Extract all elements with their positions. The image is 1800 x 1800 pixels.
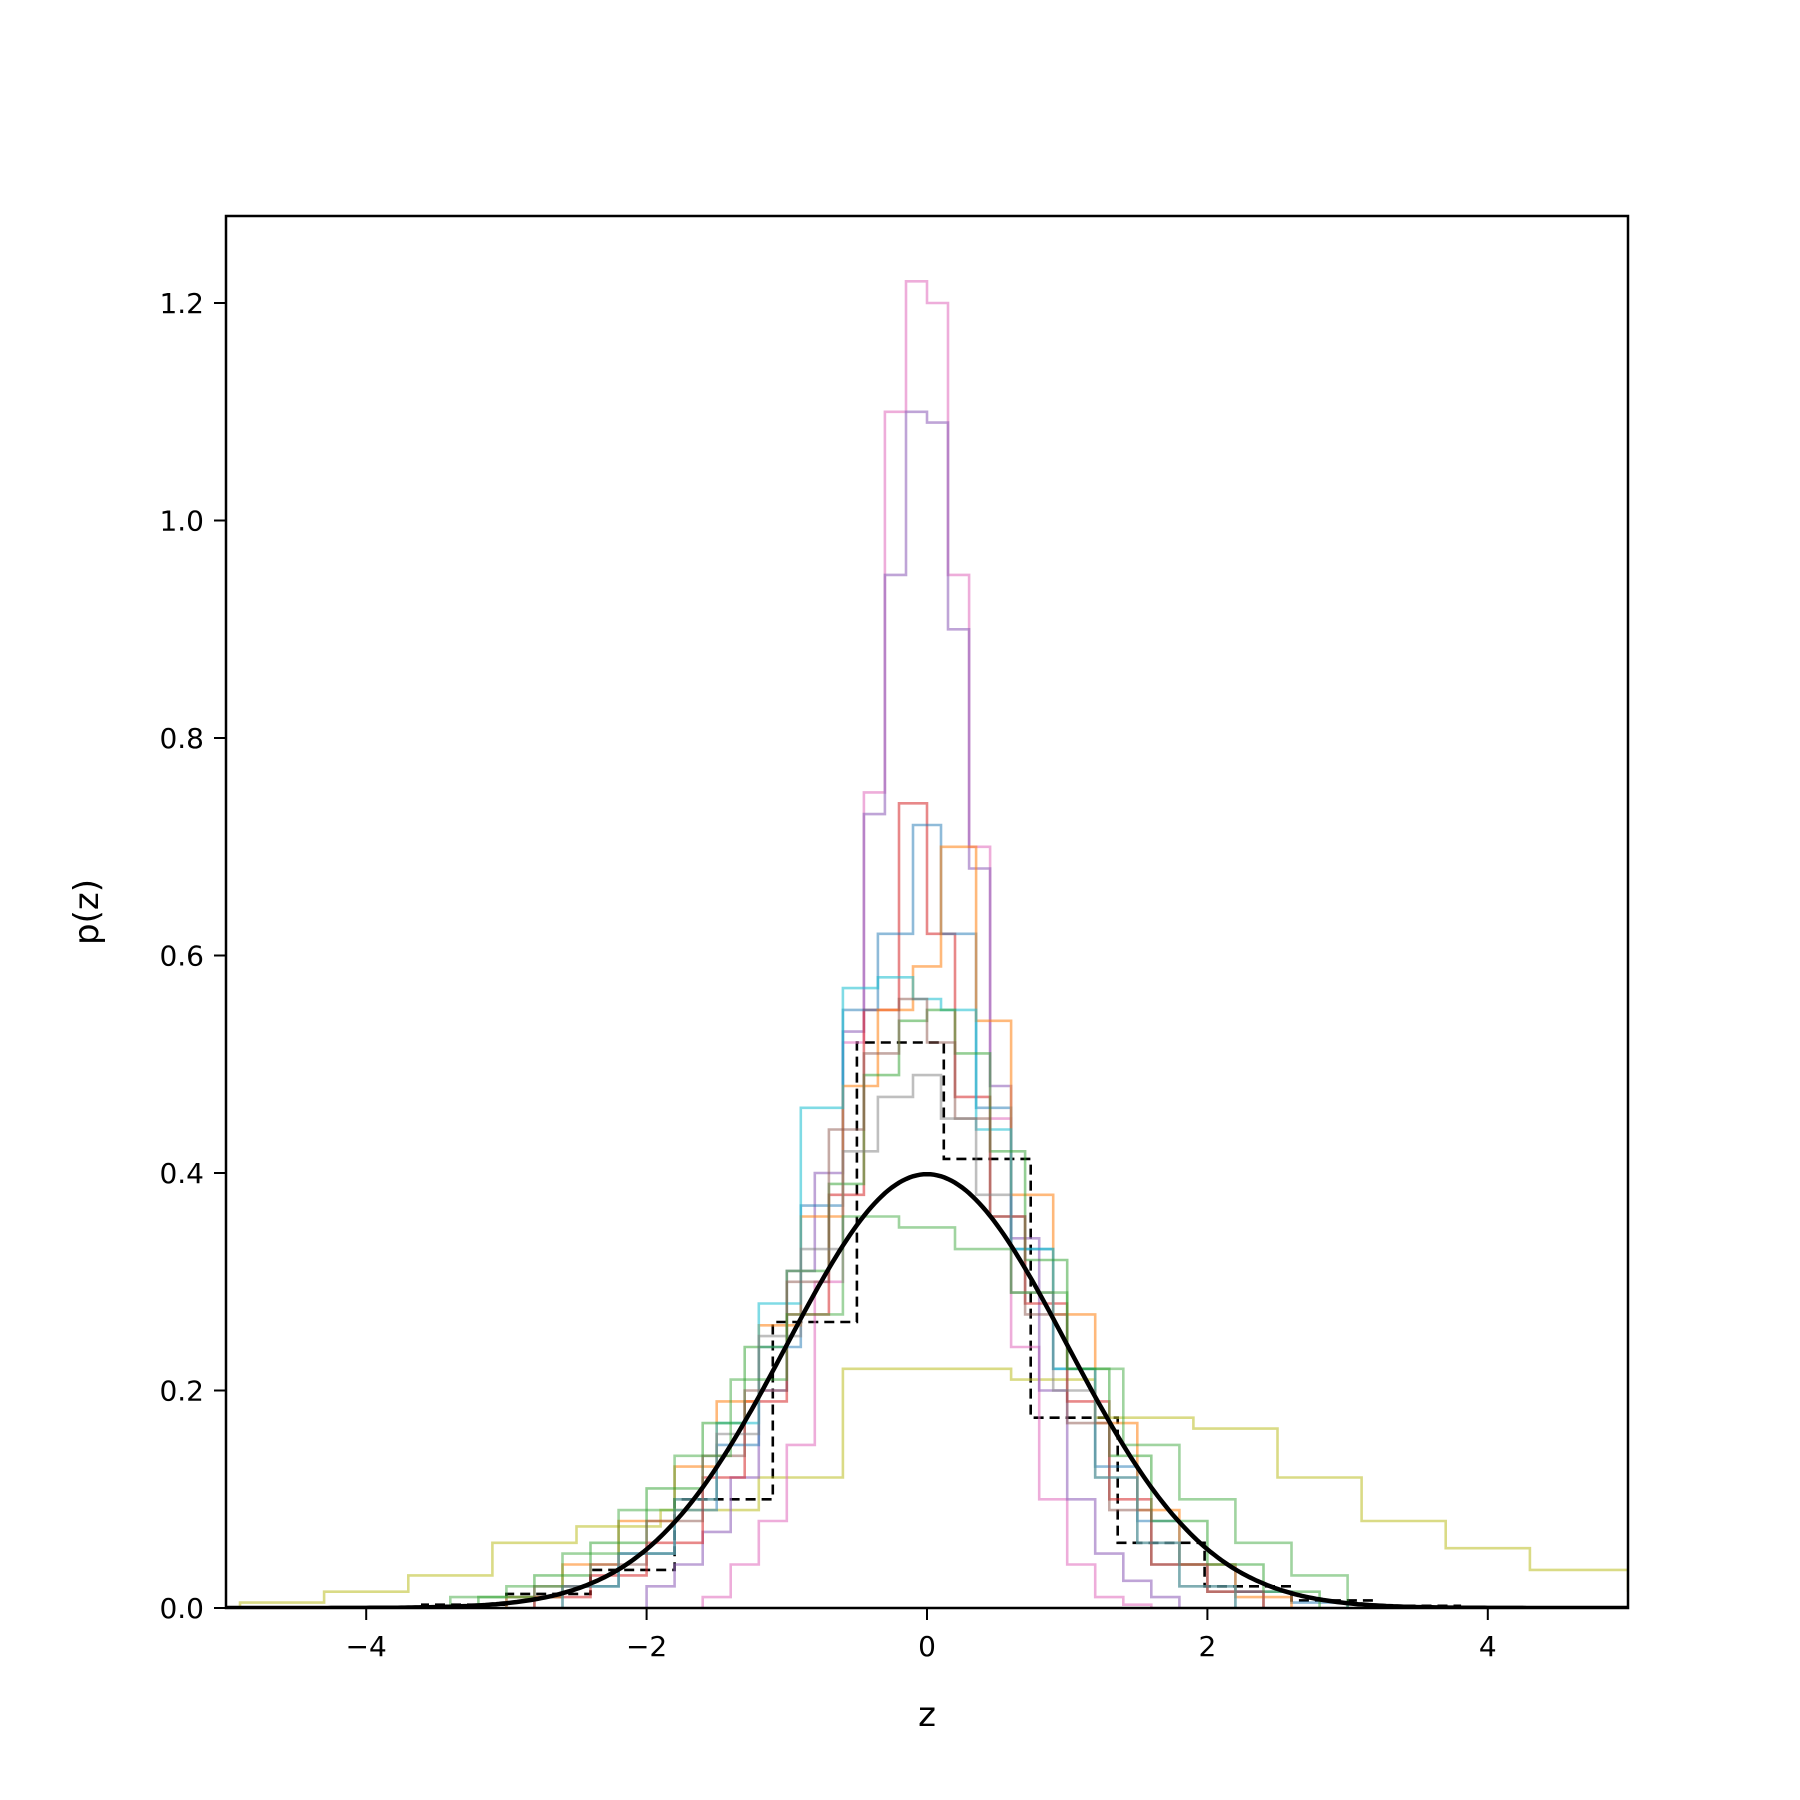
- histogram-series-4: [533, 802, 1265, 1608]
- histogram-series-8: [477, 1008, 1321, 1608]
- y-tick-label: 0.0: [159, 1592, 204, 1625]
- y-tick-label: 0.8: [159, 722, 204, 755]
- reference-histogram-dashed: [421, 1041, 1544, 1608]
- y-axis-label: p(z): [67, 879, 107, 945]
- normal-pdf-curve: [226, 1171, 1628, 1608]
- plot-area: [226, 280, 1628, 1608]
- x-tick-label: −4: [346, 1630, 387, 1663]
- x-tick-label: 0: [918, 1630, 936, 1663]
- x-tick-label: 2: [1198, 1630, 1216, 1663]
- y-tick-label: 1.2: [159, 287, 204, 320]
- y-tick-label: 0.4: [159, 1157, 204, 1190]
- y-tick-label: 1.0: [159, 505, 204, 538]
- x-axis: −4 −2 0 2 4: [346, 1608, 1497, 1663]
- histogram-series-9: [533, 997, 1265, 1608]
- y-tick-label: 0.2: [159, 1375, 204, 1408]
- y-tick-label: 0.6: [159, 940, 204, 973]
- y-axis: 0.0 0.2 0.4 0.6 0.8 1.0 1.2: [159, 287, 226, 1625]
- histogram-series-11: [449, 1215, 1349, 1608]
- histogram-series-2: [701, 280, 1153, 1608]
- histogram-series-5: [505, 823, 1349, 1608]
- histogram-series-10: [561, 1073, 1237, 1608]
- x-axis-label: z: [918, 1695, 936, 1735]
- x-tick-label: −2: [626, 1630, 667, 1663]
- histogram-series-1: [238, 1367, 1628, 1608]
- x-tick-label: 4: [1479, 1630, 1497, 1663]
